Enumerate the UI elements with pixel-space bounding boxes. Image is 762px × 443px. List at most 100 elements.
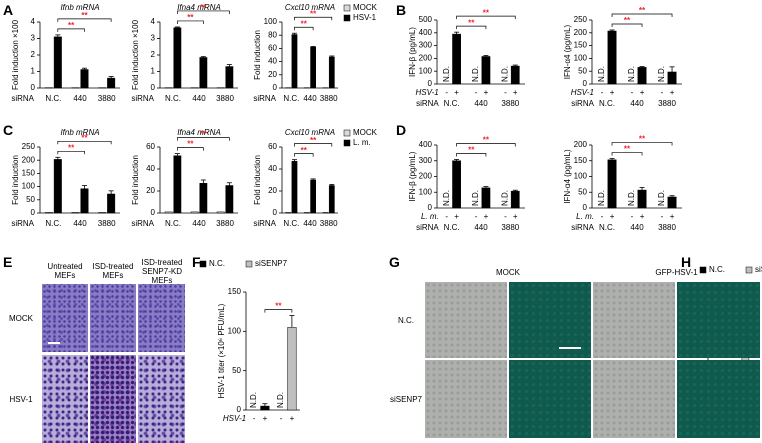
x-tick-label: N.C. <box>165 94 181 103</box>
row-label: N.C. <box>398 315 414 325</box>
treatment-level: + <box>513 212 518 221</box>
chart-title: Ifna4 mRNA <box>177 3 221 12</box>
bar <box>225 185 234 214</box>
significance-bracket <box>57 150 85 155</box>
treatment-label: L. m. <box>421 212 439 221</box>
x-tick-label: N.C. <box>283 219 299 228</box>
x-axis-label: siRNA <box>131 219 154 228</box>
column-header: ISD-treated SENP7-KD MEFs <box>141 258 183 285</box>
significance-label: ** <box>639 6 646 15</box>
value-label: N.D. <box>249 392 258 408</box>
significance-label: ** <box>310 136 317 145</box>
y-tick-label: 0 <box>273 208 278 217</box>
bar <box>481 187 491 209</box>
significance-label: ** <box>81 11 88 20</box>
panel-label: A <box>3 2 14 18</box>
significance-label: ** <box>200 130 207 139</box>
treatment-level: + <box>670 88 675 97</box>
treatment-level: - <box>445 212 448 221</box>
x-axis-label: siRNA <box>11 94 34 103</box>
micrograph <box>677 282 760 358</box>
treatment-level: - <box>504 88 507 97</box>
significance-bracket <box>456 25 487 30</box>
x-tick-label: 440 <box>73 94 87 103</box>
bar <box>80 69 89 89</box>
x-tick-label: N.C. <box>599 99 615 108</box>
y-tick-label: 200 <box>419 54 433 63</box>
y-tick-label: 3 <box>151 34 156 43</box>
treatment-level: - <box>475 212 478 221</box>
significance-label: ** <box>310 9 317 18</box>
y-tick-label: 100 <box>264 17 278 26</box>
x-tick-label: N.C. <box>45 219 61 228</box>
treatment-level: + <box>454 212 459 221</box>
significance-label: ** <box>468 146 475 155</box>
x-tick-label: N.C. <box>45 94 61 103</box>
y-tick-label: 100 <box>574 54 588 63</box>
x-tick-label: 440 <box>303 94 317 103</box>
x-tick-label: 440 <box>192 219 206 228</box>
bar <box>328 185 335 214</box>
bar <box>510 190 520 209</box>
treatment-level: + <box>670 212 675 221</box>
y-tick-label: 200 <box>574 28 588 37</box>
panel-label: B <box>396 2 407 18</box>
y-tick-label: 4 <box>151 17 156 26</box>
legend-label: N.C. <box>209 259 225 268</box>
bar <box>322 212 329 214</box>
treatment-level: - <box>601 88 604 97</box>
y-tick-label: 100 <box>419 66 433 75</box>
y-tick-label: 150 <box>228 287 242 296</box>
significance-label: ** <box>301 19 308 28</box>
row-label: HSV-1 <box>9 394 33 404</box>
bar <box>637 67 647 85</box>
significance-label: ** <box>81 133 88 142</box>
significance-label: ** <box>68 21 75 30</box>
bar <box>107 193 116 214</box>
micrograph <box>677 360 760 438</box>
bar <box>173 155 182 214</box>
x-tick-label: 3880 <box>98 219 116 228</box>
treatment-level: - <box>445 88 448 97</box>
micrograph <box>425 360 507 438</box>
treatment-level: + <box>610 212 615 221</box>
y-tick-label: 80 <box>268 30 277 39</box>
legend-label: N.C. <box>709 265 725 274</box>
bar <box>98 212 107 214</box>
significance-bracket <box>294 153 314 157</box>
significance-label: ** <box>200 3 207 12</box>
significance-label: ** <box>639 135 646 144</box>
bar <box>53 36 62 89</box>
significance-bracket <box>177 10 230 14</box>
significance-bracket <box>57 18 112 22</box>
panel-label: C <box>3 122 14 138</box>
significance-bracket <box>177 137 230 141</box>
significance-bracket <box>456 143 516 147</box>
bar <box>667 71 677 85</box>
significance-bracket <box>611 13 673 17</box>
treatment-level: + <box>454 88 459 97</box>
legend-swatch <box>245 260 253 268</box>
treatment-label: HSV-1 <box>223 414 246 423</box>
treatment-level: - <box>253 414 256 423</box>
x-axis-label: siRNA <box>571 223 594 232</box>
micrograph <box>90 284 136 352</box>
treatment-level: + <box>290 414 295 423</box>
significance-bracket <box>294 143 333 147</box>
y-tick-label: 100 <box>22 182 36 191</box>
significance-label: ** <box>301 146 308 155</box>
legend-swatch <box>343 139 351 147</box>
y-tick-label: 0 <box>273 83 278 92</box>
bar <box>481 56 491 85</box>
y-tick-label: 200 <box>574 140 588 149</box>
legend-label: siSENP7 <box>255 259 288 268</box>
bar <box>287 327 297 411</box>
y-tick-label: 300 <box>419 156 433 165</box>
chart-title: Cxcl10 mRNA <box>285 128 335 137</box>
bar <box>71 212 80 214</box>
y-tick-label: 0 <box>237 405 242 414</box>
micrograph <box>90 355 136 443</box>
y-tick-label: 50 <box>232 366 241 375</box>
significance-bracket <box>177 147 204 151</box>
x-tick-label: 3880 <box>501 223 519 232</box>
